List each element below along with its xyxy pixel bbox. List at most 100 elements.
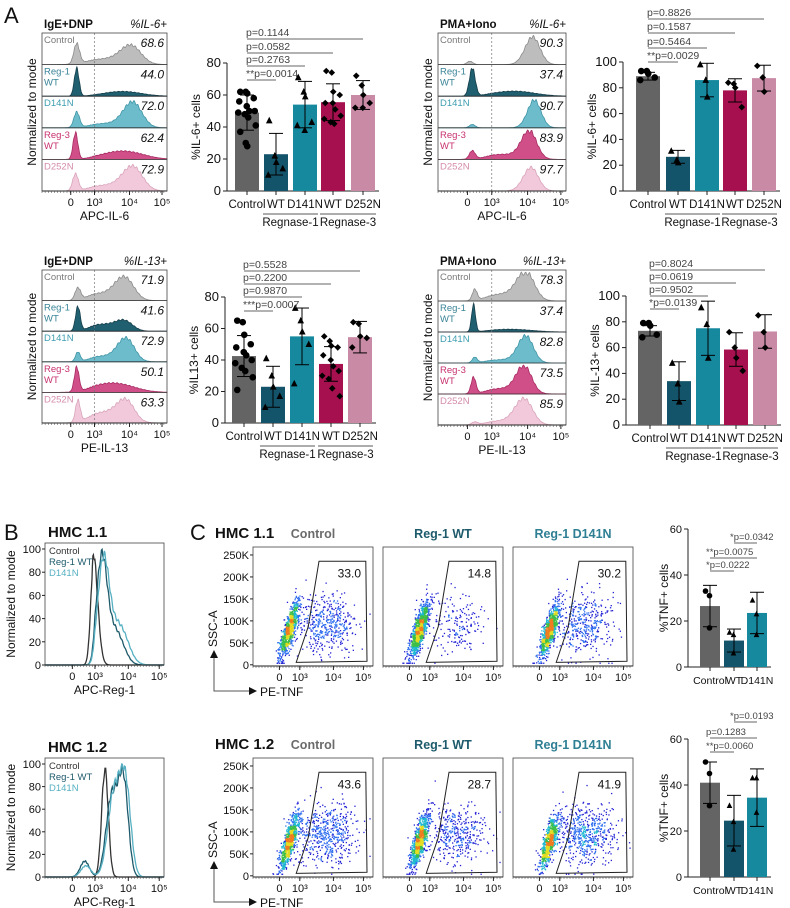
event-dot <box>459 640 461 642</box>
event-dot <box>321 635 324 637</box>
event-dot <box>296 601 298 603</box>
event-dot <box>294 608 297 610</box>
x-tick-label: 10⁴ <box>120 883 137 895</box>
event-dot <box>553 635 555 637</box>
event-dot <box>415 645 418 647</box>
x-tick-label: 0 <box>276 672 282 684</box>
event-dot <box>590 617 592 619</box>
event-dot <box>550 635 552 637</box>
event-dot <box>554 621 556 624</box>
event-dot <box>543 653 545 655</box>
flow-histogram-stack: PMA+Iono %IL-13+Control 78.3Reg-1WT37.4D14… <box>421 256 569 457</box>
event-dot <box>315 642 317 644</box>
event-dot <box>420 640 422 642</box>
event-dot <box>408 662 410 664</box>
event-dot <box>416 634 418 636</box>
event-dot <box>297 603 299 605</box>
event-dot <box>587 638 590 640</box>
event-dot <box>422 626 424 628</box>
event-dot <box>566 590 568 592</box>
event-dot <box>413 640 415 642</box>
event-dot <box>468 595 470 597</box>
event-dot <box>416 640 418 642</box>
event-dot <box>330 622 332 625</box>
event-dot <box>540 650 543 653</box>
event-dot <box>312 628 314 630</box>
event-dot <box>293 631 295 633</box>
tnf-gate[interactable] <box>425 560 498 663</box>
event-dot <box>305 618 307 620</box>
event-dot <box>549 632 551 634</box>
event-dot <box>594 604 596 606</box>
event-dot <box>294 619 296 621</box>
event-dot <box>279 655 281 658</box>
row-percent: 85.9 <box>540 397 564 411</box>
event-dot <box>549 609 551 611</box>
row-percent: 72.9 <box>141 334 165 348</box>
legend-entry: Control <box>49 761 80 772</box>
event-dot <box>316 635 318 637</box>
event-dot <box>408 644 410 647</box>
event-dot <box>414 652 416 654</box>
event-dot <box>292 615 294 617</box>
event-dot <box>558 591 560 593</box>
event-dot <box>321 598 323 601</box>
event-dot <box>456 624 458 626</box>
event-dot <box>619 602 622 605</box>
event-dot <box>313 606 315 609</box>
event-dot <box>330 618 332 621</box>
event-dot <box>282 635 284 637</box>
histogram-title: IgE+DNP <box>44 19 93 31</box>
event-dot <box>558 613 561 616</box>
event-dot <box>423 615 425 617</box>
event-dot <box>320 596 323 598</box>
histogram-title: PMA+Iono <box>440 256 497 268</box>
event-dot <box>574 623 576 625</box>
event-dot <box>284 643 286 645</box>
event-dot <box>324 626 326 628</box>
event-dot <box>422 620 424 622</box>
event-dot <box>333 642 335 644</box>
row-percent: 72.9 <box>141 162 165 176</box>
event-dot <box>545 632 547 634</box>
event-dot <box>546 648 548 650</box>
event-dot <box>298 620 300 622</box>
event-dot <box>305 606 307 609</box>
event-dot <box>553 628 555 630</box>
event-dot <box>284 624 286 627</box>
bar-reg3_d252n <box>351 95 375 191</box>
tnf-gate[interactable] <box>295 560 368 663</box>
event-dot <box>544 627 547 629</box>
event-dot <box>454 586 456 589</box>
data-point <box>336 91 344 99</box>
event-dot <box>301 596 303 598</box>
event-dot <box>582 633 584 635</box>
x-tick-label: 0 <box>464 197 470 209</box>
event-dot <box>424 619 427 621</box>
category-label: Control <box>693 675 727 687</box>
event-dot <box>587 624 589 627</box>
event-dot <box>553 641 555 643</box>
event-dot <box>306 646 308 648</box>
event-dot <box>409 643 411 645</box>
event-dot <box>327 603 329 605</box>
event-dot <box>424 603 426 605</box>
event-dot <box>336 600 339 602</box>
event-dot <box>549 619 552 621</box>
event-dot <box>341 593 343 595</box>
event-dot <box>338 608 340 610</box>
event-dot <box>420 629 422 631</box>
x-tick-label: 10³ <box>422 672 438 684</box>
event-dot <box>556 646 558 648</box>
y-tick-label: 150K <box>223 594 249 606</box>
tnf-gate[interactable] <box>555 560 628 663</box>
event-dot <box>330 620 332 622</box>
event-dot <box>590 647 592 650</box>
data-point <box>305 340 313 348</box>
event-dot <box>549 644 551 647</box>
event-dot <box>555 608 557 610</box>
event-dot <box>544 623 547 625</box>
